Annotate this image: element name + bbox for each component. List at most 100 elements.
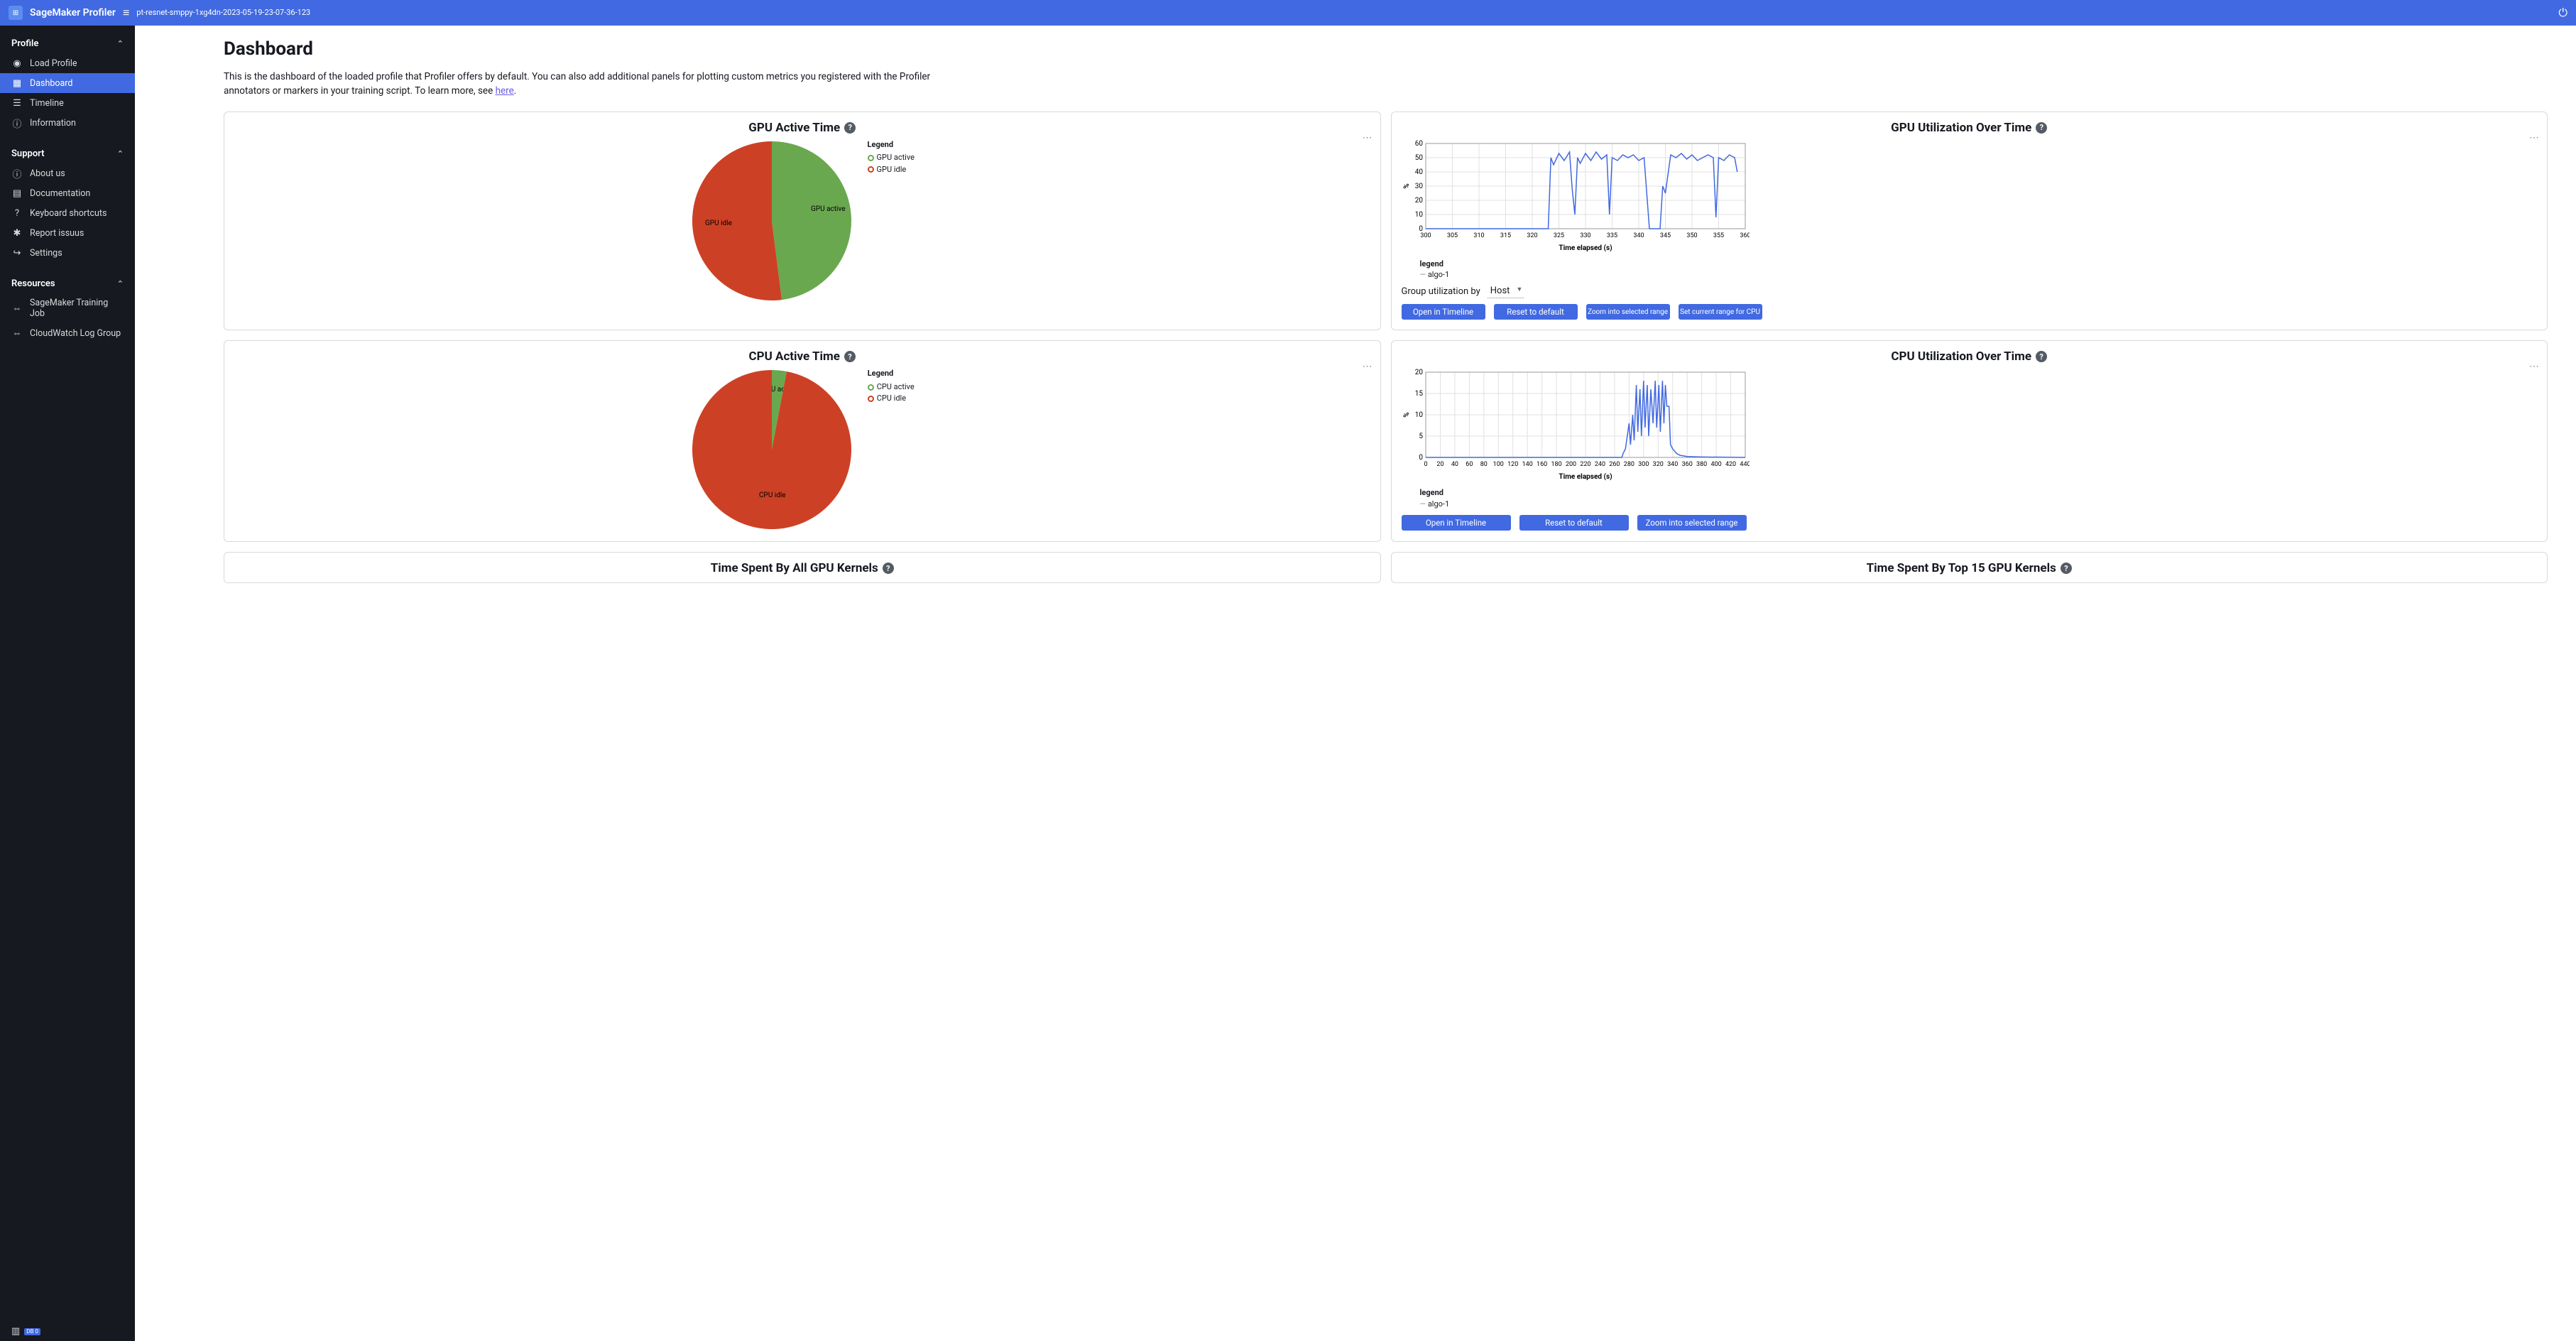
legend-item: — algo-1 — [1420, 269, 2538, 280]
help-icon: ? — [11, 207, 23, 219]
pie-legend: Legend CPU activeCPU idle — [868, 368, 915, 405]
zoom-into-selected-range-button[interactable]: Zoom into selected range — [1586, 304, 1670, 320]
sidebar-section-support[interactable]: Support ⌃ — [0, 144, 135, 163]
svg-text:320: 320 — [1527, 232, 1537, 239]
svg-text:Time elapsed (s): Time elapsed (s) — [1559, 244, 1612, 252]
help-icon[interactable]: ? — [844, 122, 856, 134]
app-logo-icon: ⊞ — [9, 6, 23, 20]
open-in-timeline-button[interactable]: Open in Timeline — [1402, 304, 1485, 320]
chart-icon[interactable]: ▥ — [11, 1326, 20, 1337]
sidebar-item-label: SageMaker Training Job — [30, 298, 124, 319]
reset-to-default-button[interactable]: Reset to default — [1494, 304, 1578, 320]
sidebar-item-cloudwatch-log-group[interactable]: ⇔CloudWatch Log Group — [0, 323, 135, 343]
panel-menu-icon[interactable]: ⋯ — [2529, 361, 2540, 372]
help-icon[interactable]: ? — [2036, 122, 2047, 134]
svg-text:Time elapsed (s): Time elapsed (s) — [1559, 472, 1612, 481]
sidebar-item-sagemaker-training-job[interactable]: ⇔ SageMaker Training Job — [0, 293, 135, 323]
svg-text:CPU idle: CPU idle — [759, 492, 786, 499]
sidebar-item-dashboard[interactable]: ▦Dashboard — [0, 73, 135, 93]
settings-icon: ↪ — [11, 247, 23, 259]
panel-title-text: CPU Utilization Over Time — [1891, 349, 2031, 364]
svg-text:30: 30 — [1414, 183, 1423, 190]
info-icon: ⓘ — [11, 117, 23, 129]
learn-more-link[interactable]: here — [496, 85, 514, 97]
svg-text:0: 0 — [1419, 454, 1423, 462]
svg-text:15: 15 — [1414, 390, 1423, 398]
panel-cpu-utilization: ⋯ CPU Utilization Over Time ? 0510152002… — [1391, 340, 2548, 542]
svg-text:120: 120 — [1507, 461, 1518, 468]
sidebar-footer: ▥ DB 0 — [0, 1322, 135, 1341]
desc-text: This is the dashboard of the loaded prof… — [224, 71, 930, 97]
svg-text:320: 320 — [1652, 461, 1663, 468]
help-icon[interactable]: ? — [883, 563, 894, 574]
panel-menu-icon[interactable]: ⋯ — [2529, 132, 2540, 143]
panel-menu-icon[interactable]: ⋯ — [1363, 132, 1373, 143]
group-by-select[interactable]: Host ▼ — [1488, 284, 1524, 298]
sidebar-item-about-us[interactable]: ⓘAbout us — [0, 163, 135, 183]
page-description: This is the dashboard of the loaded prof… — [224, 70, 969, 99]
compass-icon: ◉ — [11, 58, 23, 69]
sidebar-item-keyboard-shortcuts[interactable]: ? Keyboard shortcuts — [0, 203, 135, 223]
panel-gpu-active-time: ⋯ GPU Active Time ? GPU activeGPU idle L… — [224, 112, 1381, 331]
sidebar-item-settings[interactable]: ↪Settings — [0, 243, 135, 263]
db-badge[interactable]: DB 0 — [24, 1328, 40, 1335]
svg-text:10: 10 — [1414, 211, 1423, 219]
zoom-into-selected-range-button[interactable]: Zoom into selected range — [1637, 515, 1747, 531]
svg-text:180: 180 — [1551, 461, 1561, 468]
panel-menu-icon[interactable]: ⋯ — [1363, 361, 1373, 372]
sidebar-item-label: Timeline — [30, 98, 64, 109]
timeline-icon: ☰ — [11, 97, 23, 109]
main-content: Dashboard This is the dashboard of the l… — [135, 26, 2576, 1341]
reset-to-default-button[interactable]: Reset to default — [1519, 515, 1629, 531]
svg-text:400: 400 — [1710, 461, 1721, 468]
svg-text:200: 200 — [1565, 461, 1576, 468]
sidebar-item-documentation[interactable]: ▤ Documentation — [0, 183, 135, 203]
legend-title: legend — [1420, 487, 2538, 498]
sidebar-item-timeline[interactable]: ☰ Timeline — [0, 93, 135, 113]
app-header: ⊞ SageMaker Profiler ≡ pt-resnet-smppy-1… — [0, 0, 2576, 26]
panel-title-text: CPU Active Time — [749, 349, 840, 364]
help-icon[interactable]: ? — [2036, 351, 2047, 362]
set-current-range-for-cpu-button[interactable]: Set current range for CPU — [1679, 304, 1762, 320]
sidebar-item-label: Keyboard shortcuts — [30, 208, 107, 219]
sidebar-section-profile[interactable]: Profile ⌃ — [0, 34, 135, 53]
app-title: SageMaker Profiler — [30, 7, 116, 18]
panel-title-text: Time Spent By Top 15 GPU Kernels — [1867, 561, 2056, 575]
svg-text:360: 360 — [1740, 232, 1750, 239]
sidebar-item-label: Information — [30, 118, 76, 129]
menu-toggle-icon[interactable]: ≡ — [123, 6, 129, 20]
svg-text:335: 335 — [1606, 232, 1617, 239]
svg-text:340: 340 — [1633, 232, 1644, 239]
svg-text:140: 140 — [1522, 461, 1532, 468]
power-icon[interactable]: ⏻ — [2558, 6, 2567, 20]
svg-text:60: 60 — [1414, 140, 1423, 148]
panel-title-text: GPU Utilization Over Time — [1891, 121, 2031, 135]
page-title: Dashboard — [224, 38, 2548, 60]
panel-title-text: Time Spent By All GPU Kernels — [711, 561, 878, 575]
open-in-timeline-button[interactable]: Open in Timeline — [1402, 515, 1511, 531]
svg-text:360: 360 — [1681, 461, 1692, 468]
help-icon[interactable]: ? — [2061, 563, 2072, 574]
sidebar-item-label: Dashboard — [30, 78, 72, 89]
link-icon: ⇔ — [11, 327, 23, 339]
chevron-up-icon: ⌃ — [117, 39, 124, 48]
chevron-up-icon: ⌃ — [117, 149, 124, 158]
sidebar-section-resources[interactable]: Resources ⌃ — [0, 274, 135, 293]
link-icon: ⇔ — [11, 303, 23, 314]
sidebar-item-label: Documentation — [30, 188, 90, 199]
svg-text:380: 380 — [1696, 461, 1707, 468]
sidebar-item-information[interactable]: ⓘ Information — [0, 113, 135, 133]
svg-text:GPU idle: GPU idle — [705, 219, 732, 227]
svg-text:340: 340 — [1667, 461, 1678, 468]
help-icon[interactable]: ? — [844, 351, 856, 362]
chevron-up-icon: ⌃ — [117, 279, 124, 288]
svg-text:440: 440 — [1740, 461, 1750, 468]
doc-icon: ▤ — [11, 188, 23, 199]
sidebar-item-label: Report issuus — [30, 228, 84, 239]
svg-text:220: 220 — [1580, 461, 1590, 468]
gpu-util-line-chart: 0102030405060300305310315320325330335340… — [1402, 139, 1750, 253]
legend-item: GPU active — [868, 152, 915, 164]
sidebar-item-report-issuus[interactable]: ✱Report issuus — [0, 223, 135, 243]
sidebar-item-load-profile[interactable]: ◉Load Profile — [0, 53, 135, 73]
button-row: Open in Timeline Reset to default Zoom int… — [1402, 304, 2538, 320]
